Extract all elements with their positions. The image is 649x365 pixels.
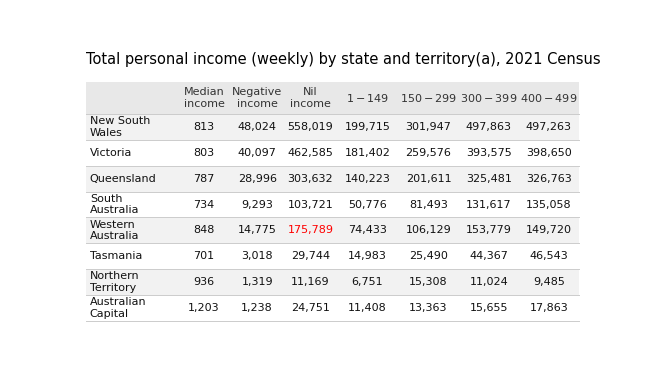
Text: 813: 813 <box>193 122 215 132</box>
Text: 11,169: 11,169 <box>291 277 330 287</box>
Text: 11,408: 11,408 <box>348 303 387 313</box>
Text: 462,585: 462,585 <box>288 148 334 158</box>
Text: 9,485: 9,485 <box>533 277 565 287</box>
Text: 15,655: 15,655 <box>470 303 508 313</box>
Text: 558,019: 558,019 <box>288 122 333 132</box>
Text: 29,744: 29,744 <box>291 251 330 261</box>
Text: 15,308: 15,308 <box>410 277 448 287</box>
Text: $300-$399: $300-$399 <box>460 92 518 104</box>
Text: 734: 734 <box>193 200 215 210</box>
Bar <box>86 218 579 243</box>
Text: $1-$149: $1-$149 <box>346 92 389 104</box>
Text: 787: 787 <box>193 174 215 184</box>
Text: 497,863: 497,863 <box>466 122 512 132</box>
Text: Western
Australia: Western Australia <box>90 220 140 241</box>
Text: 303,632: 303,632 <box>288 174 333 184</box>
Text: 803: 803 <box>193 148 215 158</box>
Text: 201,611: 201,611 <box>406 174 451 184</box>
Text: 325,481: 325,481 <box>466 174 512 184</box>
Text: 50,776: 50,776 <box>348 200 387 210</box>
Bar <box>86 114 579 140</box>
Text: 398,650: 398,650 <box>526 148 572 158</box>
Text: 131,617: 131,617 <box>466 200 511 210</box>
Text: 393,575: 393,575 <box>466 148 512 158</box>
Text: 135,058: 135,058 <box>526 200 572 210</box>
Text: 149,720: 149,720 <box>526 226 572 235</box>
Text: 103,721: 103,721 <box>288 200 333 210</box>
Text: 13,363: 13,363 <box>410 303 448 313</box>
Text: 17,863: 17,863 <box>530 303 568 313</box>
Text: Tasmania: Tasmania <box>90 251 142 261</box>
Bar <box>86 192 579 218</box>
Text: 181,402: 181,402 <box>345 148 390 158</box>
Text: $150-$299: $150-$299 <box>400 92 457 104</box>
Text: 40,097: 40,097 <box>238 148 276 158</box>
Text: Queensland: Queensland <box>90 174 156 184</box>
Text: 28,996: 28,996 <box>238 174 276 184</box>
Text: Total personal income (weekly) by state and territory(a), 2021 Census: Total personal income (weekly) by state … <box>86 52 601 67</box>
Text: 74,433: 74,433 <box>348 226 387 235</box>
Text: 46,543: 46,543 <box>530 251 568 261</box>
Text: 848: 848 <box>193 226 215 235</box>
Text: 936: 936 <box>193 277 215 287</box>
Text: 9,293: 9,293 <box>241 200 273 210</box>
Text: 175,789: 175,789 <box>288 226 334 235</box>
Text: 1,238: 1,238 <box>241 303 273 313</box>
Text: 140,223: 140,223 <box>345 174 390 184</box>
Text: New South
Wales: New South Wales <box>90 116 150 138</box>
Text: 199,715: 199,715 <box>345 122 390 132</box>
Bar <box>86 269 579 295</box>
Text: Median
income: Median income <box>184 87 225 109</box>
Text: 11,024: 11,024 <box>469 277 508 287</box>
Text: 301,947: 301,947 <box>406 122 452 132</box>
Bar <box>86 140 579 166</box>
Text: 1,203: 1,203 <box>188 303 220 313</box>
Text: 25,490: 25,490 <box>409 251 448 261</box>
Text: 14,775: 14,775 <box>238 226 276 235</box>
Text: 326,763: 326,763 <box>526 174 572 184</box>
Text: 3,018: 3,018 <box>241 251 273 261</box>
Text: Nil
income: Nil income <box>290 87 331 109</box>
Text: 153,779: 153,779 <box>466 226 512 235</box>
Text: Victoria: Victoria <box>90 148 132 158</box>
Text: 701: 701 <box>193 251 215 261</box>
Text: 81,493: 81,493 <box>409 200 448 210</box>
Text: 48,024: 48,024 <box>238 122 276 132</box>
Text: South
Australia: South Australia <box>90 194 140 215</box>
Bar <box>86 243 579 269</box>
Text: 14,983: 14,983 <box>348 251 387 261</box>
Text: 6,751: 6,751 <box>352 277 383 287</box>
Bar <box>86 166 579 192</box>
Text: 106,129: 106,129 <box>406 226 452 235</box>
Text: Negative
income: Negative income <box>232 87 282 109</box>
Text: $400-$499: $400-$499 <box>520 92 578 104</box>
Text: 259,576: 259,576 <box>406 148 452 158</box>
Text: 497,263: 497,263 <box>526 122 572 132</box>
Text: 44,367: 44,367 <box>469 251 508 261</box>
Text: Australian
Capital: Australian Capital <box>90 297 147 319</box>
Text: 24,751: 24,751 <box>291 303 330 313</box>
Bar <box>86 295 579 321</box>
Text: Northern
Territory: Northern Territory <box>90 271 140 293</box>
Text: 1,319: 1,319 <box>241 277 273 287</box>
